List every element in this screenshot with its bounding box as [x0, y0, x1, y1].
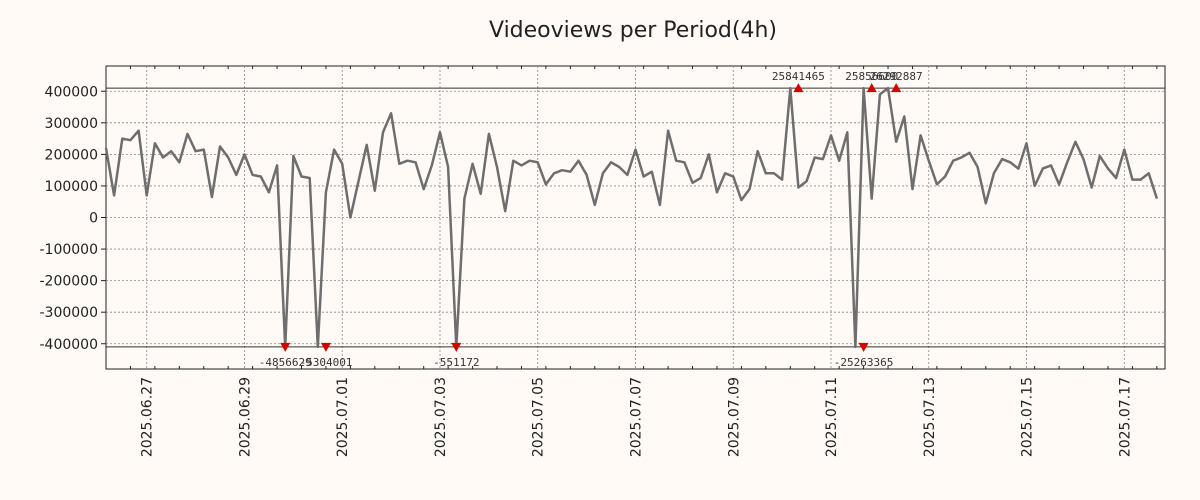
y-tick-label: 0: [89, 211, 98, 227]
outlier-marker: [793, 83, 804, 93]
outlier-label: 25856600: [845, 70, 898, 83]
outlier-marker: [866, 83, 877, 93]
chart-title: Videoviews per Period(4h): [489, 18, 777, 43]
y-tick-label: 100000: [45, 179, 98, 195]
series-layer: [104, 86, 1159, 349]
outlier-marker: [891, 83, 902, 93]
outlier-label: -4856629: [259, 356, 312, 369]
x-tick-label: 2025.07.01: [335, 377, 351, 457]
x-tick-label: 2025.06.29: [237, 377, 253, 457]
y-tick-label: 200000: [45, 147, 98, 163]
x-tick-label: 2025.07.11: [824, 377, 840, 457]
outlier-label: 26292887: [870, 70, 923, 83]
outlier-label: -551172: [433, 356, 479, 369]
outlier-marker: [451, 342, 462, 352]
y-tick-label: -400000: [40, 337, 99, 353]
y-tick-label: 400000: [45, 84, 98, 100]
x-tick-label: 2025.07.15: [1020, 377, 1036, 457]
x-tick-label: 2025.06.27: [140, 377, 156, 457]
x-tick-label: 2025.07.03: [433, 377, 449, 457]
y-tick-label: -300000: [40, 305, 99, 321]
x-tick-label: 2025.07.09: [726, 377, 742, 457]
x-tick-label: 2025.07.13: [922, 377, 938, 457]
annotations: -4856629-5304001 -551172 25841465 -25263365…: [259, 70, 923, 369]
y-tick-label: 300000: [45, 116, 98, 132]
x-axis: 2025.06.27 2025.06.29 2025.07.01 2025.07.03…: [105, 66, 1158, 457]
outlier-label: 25841465: [772, 70, 825, 83]
outlier-label: -5304001: [299, 356, 352, 369]
y-axis: -400000 -300000 -200000 -100000 0 100000 20000…: [40, 84, 106, 353]
outlier-label: -25263365: [834, 356, 894, 369]
series-line: [104, 86, 1159, 349]
y-tick-label: -100000: [40, 242, 99, 258]
outlier-marker: [320, 342, 331, 352]
outlier-marker: [858, 342, 869, 352]
x-tick-label: 2025.07.07: [629, 377, 645, 457]
x-tick-label: 2025.07.17: [1117, 377, 1133, 457]
x-tick-label: 2025.07.05: [531, 377, 547, 457]
outlier-marker: [280, 342, 291, 352]
y-tick-label: -200000: [40, 274, 99, 290]
